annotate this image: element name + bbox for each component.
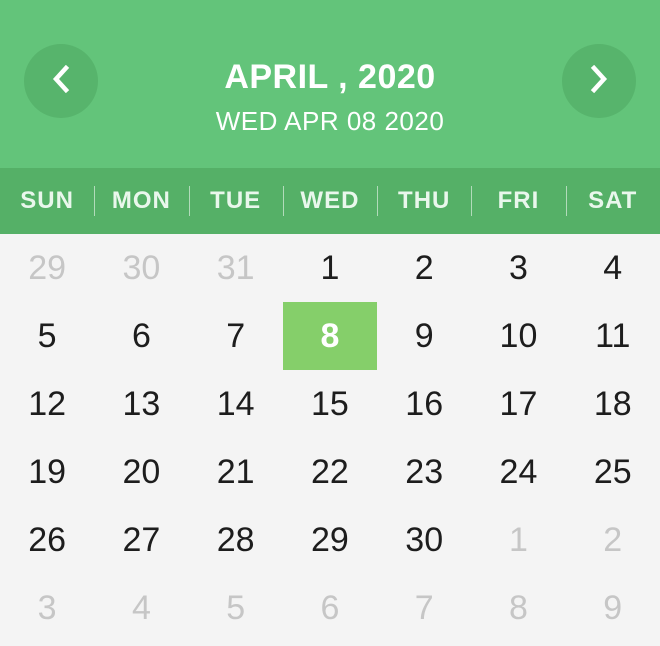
day-cell-outside-month[interactable]: 31 (216, 248, 255, 287)
day-cell[interactable]: 4 (603, 248, 623, 287)
day-cell[interactable]: 21 (216, 452, 255, 491)
day-cell-outside-month[interactable]: 9 (603, 588, 623, 627)
day-cell[interactable]: 17 (499, 384, 538, 423)
day-cell-outside-month[interactable]: 8 (509, 588, 528, 627)
chevron-right-icon (588, 64, 610, 98)
day-cell-selected[interactable]: 8 (282, 302, 378, 370)
day-cell-outside-month[interactable]: 30 (122, 248, 161, 287)
weekday-wed: WED (282, 168, 377, 234)
day-cell-outside-month[interactable]: 5 (226, 588, 246, 627)
month-year-title: APRIL , 2020 (224, 58, 436, 96)
day-cell[interactable]: 15 (311, 384, 349, 423)
weekday-tue: TUE (188, 168, 283, 234)
week-row: 29 30 31 1 2 3 4 (0, 234, 660, 302)
day-cell[interactable]: 9 (414, 316, 434, 355)
day-cell[interactable]: 16 (405, 384, 444, 423)
day-cell[interactable]: 11 (595, 316, 631, 355)
week-row: 3 4 5 6 7 8 9 (0, 574, 660, 642)
day-cell[interactable]: 23 (405, 452, 444, 491)
day-cell[interactable]: 28 (216, 520, 255, 559)
day-cell[interactable]: 30 (405, 520, 444, 559)
day-cell-outside-month[interactable]: 4 (131, 588, 151, 627)
weekday-sat: SAT (565, 168, 660, 234)
day-cell-outside-month[interactable]: 7 (414, 588, 434, 627)
day-cell[interactable]: 26 (28, 520, 67, 559)
weekday-fri: FRI (471, 168, 565, 234)
day-cell[interactable]: 14 (216, 384, 255, 423)
weekday-thu: THU (377, 168, 471, 234)
day-cell-outside-month[interactable]: 6 (320, 588, 340, 627)
day-cell[interactable]: 25 (593, 452, 632, 491)
previous-month-button[interactable] (24, 44, 98, 118)
day-cell-outside-month[interactable]: 2 (603, 520, 623, 559)
day-cell[interactable]: 5 (37, 316, 57, 355)
day-cell[interactable]: 29 (311, 520, 349, 559)
weekday-mon: MON (94, 168, 188, 234)
calendar-header: APRIL , 2020 WED APR 08 2020 (0, 0, 660, 168)
day-cell[interactable]: 7 (226, 316, 246, 355)
weekday-header-row: SUN MON TUE WED THU FRI SAT (0, 168, 660, 234)
next-month-button[interactable] (562, 44, 636, 118)
day-grid: 29 30 31 1 2 3 4 5 6 7 8 9 10 11 12 13 14 15 16 17 18 19 20 21 2… (0, 234, 660, 642)
weekday-sun: SUN (20, 187, 74, 214)
day-cell-outside-month[interactable]: 29 (28, 248, 67, 287)
day-cell[interactable]: 1 (320, 248, 340, 287)
week-row: 26 27 28 29 30 1 2 (0, 506, 660, 574)
day-cell[interactable]: 18 (593, 384, 632, 423)
chevron-left-icon (50, 64, 72, 98)
day-cell[interactable]: 10 (499, 316, 538, 355)
day-cell[interactable]: 2 (414, 248, 434, 287)
day-cell-outside-month[interactable]: 3 (37, 588, 57, 627)
day-cell[interactable]: 6 (131, 316, 151, 355)
day-cell[interactable]: 13 (122, 384, 161, 423)
week-row: 12 13 14 15 16 17 18 (0, 370, 660, 438)
day-cell[interactable]: 20 (122, 452, 161, 491)
week-row: 19 20 21 22 23 24 25 (0, 438, 660, 506)
day-cell[interactable]: 3 (509, 248, 528, 287)
day-cell[interactable]: 27 (122, 520, 161, 559)
day-cell[interactable]: 19 (28, 452, 67, 491)
selected-date-label: WED APR 08 2020 (215, 106, 445, 136)
day-cell[interactable]: 22 (311, 452, 349, 491)
day-cell-outside-month[interactable]: 1 (509, 520, 528, 559)
day-cell[interactable]: 24 (499, 452, 538, 491)
day-cell[interactable]: 12 (28, 384, 67, 423)
week-row: 5 6 7 8 9 10 11 (0, 302, 660, 370)
